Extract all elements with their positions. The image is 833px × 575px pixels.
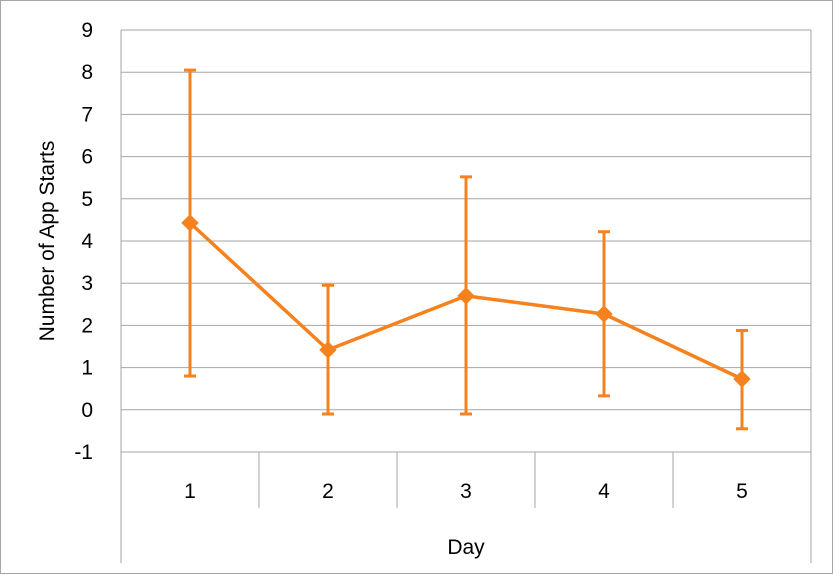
y-tick-label: -1: [74, 441, 93, 464]
y-tick-label: 3: [81, 272, 93, 295]
x-tick-label: 1: [184, 480, 196, 503]
x-tick-label: 4: [598, 480, 610, 503]
y-tick-label: 2: [81, 314, 93, 337]
y-tick-label: 5: [81, 188, 93, 211]
y-tick-label: 8: [81, 61, 93, 84]
x-tick-labels: 1 2 3 4 5: [184, 480, 748, 503]
y-tick-labels: -1 0 1 2 3 4 5 6 7 8 9: [74, 19, 93, 464]
axes: [120, 30, 812, 563]
error-bars: [184, 68, 748, 431]
data-point: [181, 214, 199, 232]
x-axis-title: Day: [447, 536, 485, 559]
y-tick-label: 6: [81, 146, 93, 169]
data-point: [595, 305, 613, 323]
y-axis-title: Number of App Starts: [36, 141, 59, 342]
data-point: [457, 287, 475, 305]
y-tick-label: 9: [81, 19, 93, 42]
data-point: [319, 341, 337, 359]
data-point: [733, 370, 751, 388]
y-tick-label: 0: [81, 399, 93, 422]
y-tick-label: 4: [81, 230, 93, 253]
y-tick-label: 7: [81, 103, 93, 126]
x-tick-label: 5: [736, 480, 748, 503]
series-markers: [181, 214, 751, 388]
y-tick-label: 1: [81, 357, 93, 380]
x-tick-label: 3: [460, 480, 472, 503]
x-tick-label: 2: [322, 480, 334, 503]
